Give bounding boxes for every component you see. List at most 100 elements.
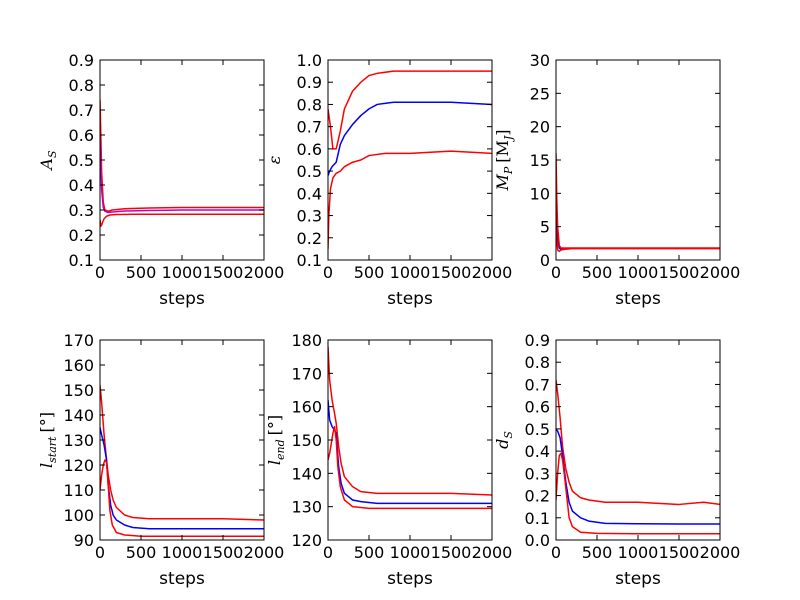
x-tick-label: 500 xyxy=(126,263,157,282)
x-tick-label: 1500 xyxy=(203,543,244,562)
y-tick-label: 0.3 xyxy=(525,464,550,483)
series-line-upper xyxy=(328,70,492,150)
y-tick-label: 0 xyxy=(540,251,550,270)
subplot-2: 0 500 1000 1500 2000 0.1 0.2 0.3 0.4 0.5 0.6 0.7 0.8… xyxy=(265,51,512,309)
x-tick-label: 2000 xyxy=(244,543,285,562)
y-tick-label: 150 xyxy=(63,381,94,400)
y-tick-label: 0.0 xyxy=(525,531,550,550)
x-tick-label: 500 xyxy=(126,543,157,562)
y-tick-label: 0.8 xyxy=(525,353,550,372)
x-axis-label: steps xyxy=(387,289,433,309)
y-tick-label: 0.4 xyxy=(69,176,94,195)
x-tick-label: 2000 xyxy=(700,263,741,282)
axes-frame xyxy=(99,339,265,541)
y-tick-label: 0.5 xyxy=(69,151,94,170)
series-line-lower xyxy=(556,452,720,535)
x-tick-label: 500 xyxy=(354,543,385,562)
y-axis-label: lend[°] xyxy=(265,415,287,465)
x-axis-label: steps xyxy=(615,569,661,589)
y-tick-label: 0.9 xyxy=(297,73,322,92)
x-tick-label: 1500 xyxy=(203,263,244,282)
x-tick-label: 1500 xyxy=(431,543,472,562)
x-tick-label: 1000 xyxy=(390,543,431,562)
x-tick-label: 1500 xyxy=(431,263,472,282)
x-axis-label: steps xyxy=(387,569,433,589)
x-tick-label: 2000 xyxy=(244,263,285,282)
y-tick-label: 25 xyxy=(530,84,550,103)
y-tick-label: 180 xyxy=(291,331,322,350)
y-tick-label: 0.6 xyxy=(297,140,322,159)
y-tick-label: 0.4 xyxy=(297,184,322,203)
x-tick-label: 1500 xyxy=(659,263,700,282)
x-tick-label: 1500 xyxy=(659,543,700,562)
series-line-upper xyxy=(100,99,264,212)
series-line-mean xyxy=(556,428,720,525)
series-line-lower xyxy=(100,459,264,537)
y-tick-label: 0.9 xyxy=(525,331,550,350)
y-tick-label: 0.3 xyxy=(297,207,322,226)
y-tick-label: 0.2 xyxy=(69,226,94,245)
y-tick-label: 110 xyxy=(63,481,94,500)
y-tick-label: 170 xyxy=(291,364,322,383)
subplot-6: 0 500 1000 1500 2000 0.0 0.1 0.2 0.3 0.4 0.5 0.6 0.7… xyxy=(493,331,740,589)
subplot-3: 0 500 1000 1500 2000 0 5 10 15 20 25 30 steps MP[MJ] xyxy=(493,51,740,309)
x-tick-label: 0 xyxy=(551,543,561,562)
y-tick-label: 0.1 xyxy=(525,509,550,528)
y-tick-label: 15 xyxy=(530,151,550,170)
axes-frame xyxy=(555,59,721,261)
y-tick-label: 0.1 xyxy=(69,251,94,270)
subplot-4: 0 500 1000 1500 2000 90 100 110 120 130 140 150 160 1… xyxy=(37,331,284,589)
series-line-upper xyxy=(328,346,492,496)
y-tick-label: 100 xyxy=(63,506,94,525)
y-tick-label: 140 xyxy=(63,406,94,425)
series-line-mean xyxy=(328,101,492,176)
y-tick-label: 1.0 xyxy=(297,51,322,70)
y-tick-label: 20 xyxy=(530,118,550,137)
y-tick-label: 0.5 xyxy=(525,420,550,439)
series-line-upper xyxy=(100,384,264,521)
series-line-lower xyxy=(556,226,720,253)
y-tick-label: 0.7 xyxy=(297,118,322,137)
y-tick-label: 130 xyxy=(63,431,94,450)
series-line-lower xyxy=(328,425,492,510)
subplot-5: 0 500 1000 1500 2000 120 130 140 150 160 170 180 ste… xyxy=(265,331,512,589)
x-tick-label: 500 xyxy=(582,543,613,562)
y-tick-label: 0.9 xyxy=(69,51,94,70)
y-axis-label: lstart[°] xyxy=(37,412,59,468)
y-tick-label: 160 xyxy=(291,398,322,417)
x-tick-label: 0 xyxy=(95,543,105,562)
y-tick-label: 120 xyxy=(291,531,322,550)
x-tick-label: 0 xyxy=(323,263,333,282)
x-tick-label: 0 xyxy=(323,543,333,562)
x-tick-label: 2000 xyxy=(472,263,513,282)
y-tick-label: 0.8 xyxy=(69,76,94,95)
y-tick-label: 0.1 xyxy=(297,251,322,270)
y-tick-label: 30 xyxy=(530,51,550,70)
series-line-mean xyxy=(100,134,264,214)
x-tick-label: 2000 xyxy=(700,543,741,562)
x-tick-label: 0 xyxy=(551,263,561,282)
y-tick-label: 0.6 xyxy=(69,126,94,145)
series-line-upper xyxy=(556,153,720,249)
x-tick-label: 1000 xyxy=(618,263,659,282)
y-tick-label: 140 xyxy=(291,464,322,483)
y-tick-label: 160 xyxy=(63,356,94,375)
x-tick-label: 500 xyxy=(582,263,613,282)
x-tick-label: 1000 xyxy=(162,543,203,562)
x-tick-label: 1000 xyxy=(618,543,659,562)
y-tick-label: 10 xyxy=(530,184,550,203)
x-tick-label: 2000 xyxy=(472,543,513,562)
axes-frame xyxy=(327,339,493,541)
series-line-mean xyxy=(100,427,264,530)
y-tick-label: 120 xyxy=(63,456,94,475)
y-tick-label: 0.6 xyxy=(525,398,550,417)
y-tick-label: 150 xyxy=(291,431,322,450)
x-tick-label: 0 xyxy=(95,263,105,282)
y-tick-label: 130 xyxy=(291,498,322,517)
y-axis-label: ε xyxy=(265,156,284,165)
y-tick-label: 0.5 xyxy=(297,162,322,181)
y-tick-label: 0.4 xyxy=(525,442,550,461)
y-axis-label: AS xyxy=(37,150,59,172)
axes-frame xyxy=(327,59,493,261)
series-line-lower xyxy=(328,150,492,249)
